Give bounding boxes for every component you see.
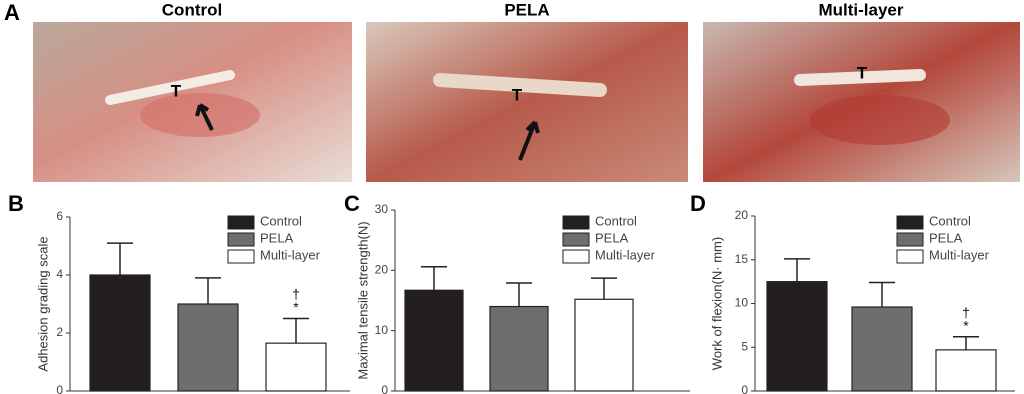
y-tick-label: 0 [741, 383, 748, 394]
bar [265, 342, 327, 392]
y-tick-label: 20 [375, 263, 389, 277]
legend-label: Control [260, 213, 302, 228]
y-axis-title: Work of flexion(N· mm) [709, 237, 724, 370]
photo-marker: T [857, 63, 868, 82]
y-tick-label: 2 [56, 325, 63, 339]
photo [366, 22, 688, 182]
bar [935, 349, 997, 392]
legend-label: Control [595, 213, 637, 228]
tendon [794, 69, 926, 86]
y-tick-label: 0 [56, 383, 63, 394]
legend-label: PELA [929, 230, 963, 245]
y-tick-label: 15 [735, 252, 749, 266]
tissue [140, 93, 260, 137]
bar [489, 305, 549, 392]
tendon [105, 70, 235, 105]
y-tick-label: 20 [735, 208, 749, 222]
legend-swatch [896, 215, 924, 230]
panel-label: A [4, 0, 20, 25]
y-tick-label: 10 [735, 296, 749, 310]
arrow [518, 120, 540, 161]
legend-swatch [227, 249, 255, 264]
legend-swatch [562, 249, 590, 264]
bar [851, 306, 913, 392]
legend-swatch [896, 232, 924, 247]
tendon [433, 73, 607, 97]
legend-label: Control [929, 213, 971, 228]
bar [177, 303, 239, 392]
y-axis-title: Maximal tensile strength(N) [355, 221, 370, 379]
legend-label: Multi-layer [929, 247, 990, 262]
panel-label: C [344, 191, 360, 216]
legend-label: PELA [260, 230, 294, 245]
panel-label: B [8, 191, 24, 216]
photo-title: PELA [504, 0, 549, 19]
panel-label: D [690, 191, 706, 216]
annotation: * [963, 317, 969, 333]
annotation: * [293, 299, 299, 315]
photo-title: Multi-layer [818, 0, 903, 19]
legend-swatch [562, 232, 590, 247]
bar [574, 298, 634, 392]
legend-swatch [562, 215, 590, 230]
y-tick-label: 10 [375, 323, 389, 337]
photo-title: Control [162, 0, 222, 19]
y-tick-label: 0 [381, 383, 388, 394]
legend-label: Multi-layer [595, 247, 656, 262]
legend-swatch [227, 232, 255, 247]
photo-marker: T [171, 81, 182, 100]
y-axis-title: Adhesion grading scale [35, 236, 50, 371]
annotation: † [962, 304, 970, 320]
legend-label: Multi-layer [260, 247, 321, 262]
legend-swatch [896, 249, 924, 264]
photo-marker: T [512, 85, 523, 104]
annotation: † [292, 286, 300, 302]
bar [89, 274, 151, 392]
bar [404, 289, 464, 392]
legend-swatch [227, 215, 255, 230]
y-tick-label: 5 [741, 339, 748, 353]
arrow [195, 103, 214, 131]
bar [766, 281, 828, 392]
y-tick-label: 4 [56, 267, 63, 281]
tissue [810, 95, 950, 145]
y-tick-label: 6 [56, 209, 63, 223]
y-tick-label: 30 [375, 202, 389, 216]
legend-label: PELA [595, 230, 629, 245]
